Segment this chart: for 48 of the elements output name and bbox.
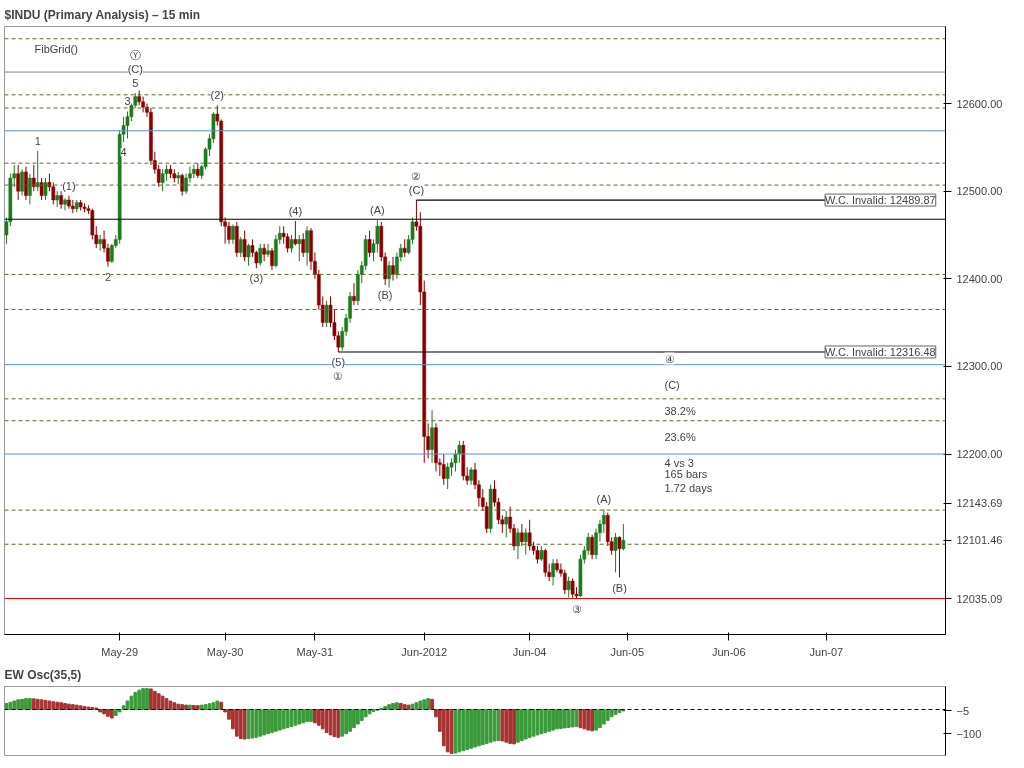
y-tick-label: −5	[956, 704, 970, 717]
annotation: (4)	[288, 204, 303, 217]
y-tick-label: 12500.00	[956, 185, 1003, 198]
y-tick-label: 12600.00	[956, 97, 1003, 110]
y-tick-label: 12400.00	[956, 272, 1003, 285]
annotation: (3)	[249, 272, 264, 285]
y-tick-label: 12035.09	[956, 592, 1003, 605]
x-tick-label: May-29	[101, 645, 139, 658]
annotation: (1)	[62, 179, 76, 192]
annotation: (C)	[664, 378, 680, 391]
x-tick-label: May-30	[206, 645, 244, 658]
annotation: (C)	[127, 63, 143, 76]
annotation: (B)	[377, 288, 393, 301]
y-tick-label: 12200.00	[956, 448, 1003, 461]
annotation: ②	[411, 170, 422, 183]
annotation: (2)	[210, 89, 225, 102]
y-tick-label: 12143.69	[956, 497, 1003, 510]
annotation: 5	[132, 77, 139, 90]
annotation: FibGrid()	[34, 42, 78, 55]
y-tick-label: 12101.46	[956, 534, 1003, 547]
x-tick-label: Jun-04	[512, 645, 547, 658]
annotation: (5)	[331, 355, 346, 368]
annotation: (A)	[596, 493, 612, 506]
x-tick-label: Jun-07	[809, 645, 844, 658]
annotation: ④	[664, 352, 675, 365]
annotation: 3	[124, 95, 131, 108]
annotation: ③	[571, 602, 582, 615]
annotation: 4 vs 3	[664, 456, 694, 469]
chart-title: EW Osc(35,5)	[4, 667, 82, 682]
x-tick-label: Jun-2012	[401, 645, 448, 658]
chart-title: $INDU (Primary Analysis) – 15 min	[4, 7, 201, 22]
annotation: ①	[333, 369, 344, 382]
ref-line-label: W.C. Invalid: 12316.48	[825, 345, 936, 358]
annotation: 165 bars 1.72 days	[664, 468, 713, 495]
annotation: 2	[104, 270, 112, 283]
x-tick-label: Jun-06	[711, 645, 746, 658]
annotation: (A)	[370, 204, 385, 217]
annotation: 38.2%	[664, 404, 696, 417]
y-tick-label: 12300.00	[956, 360, 1003, 373]
x-tick-label: May-31	[296, 645, 334, 658]
ref-line-label: W.C. Invalid: 12489.87	[825, 194, 936, 207]
annotation: Ⓨ	[129, 49, 141, 62]
annotation: (B)	[612, 581, 627, 594]
y-tick-label: −100	[956, 727, 982, 740]
annotation: 1	[34, 134, 41, 147]
annotation: 23.6%	[664, 430, 696, 443]
x-tick-label: Jun-05	[610, 645, 645, 658]
annotation: (C)	[408, 184, 425, 197]
